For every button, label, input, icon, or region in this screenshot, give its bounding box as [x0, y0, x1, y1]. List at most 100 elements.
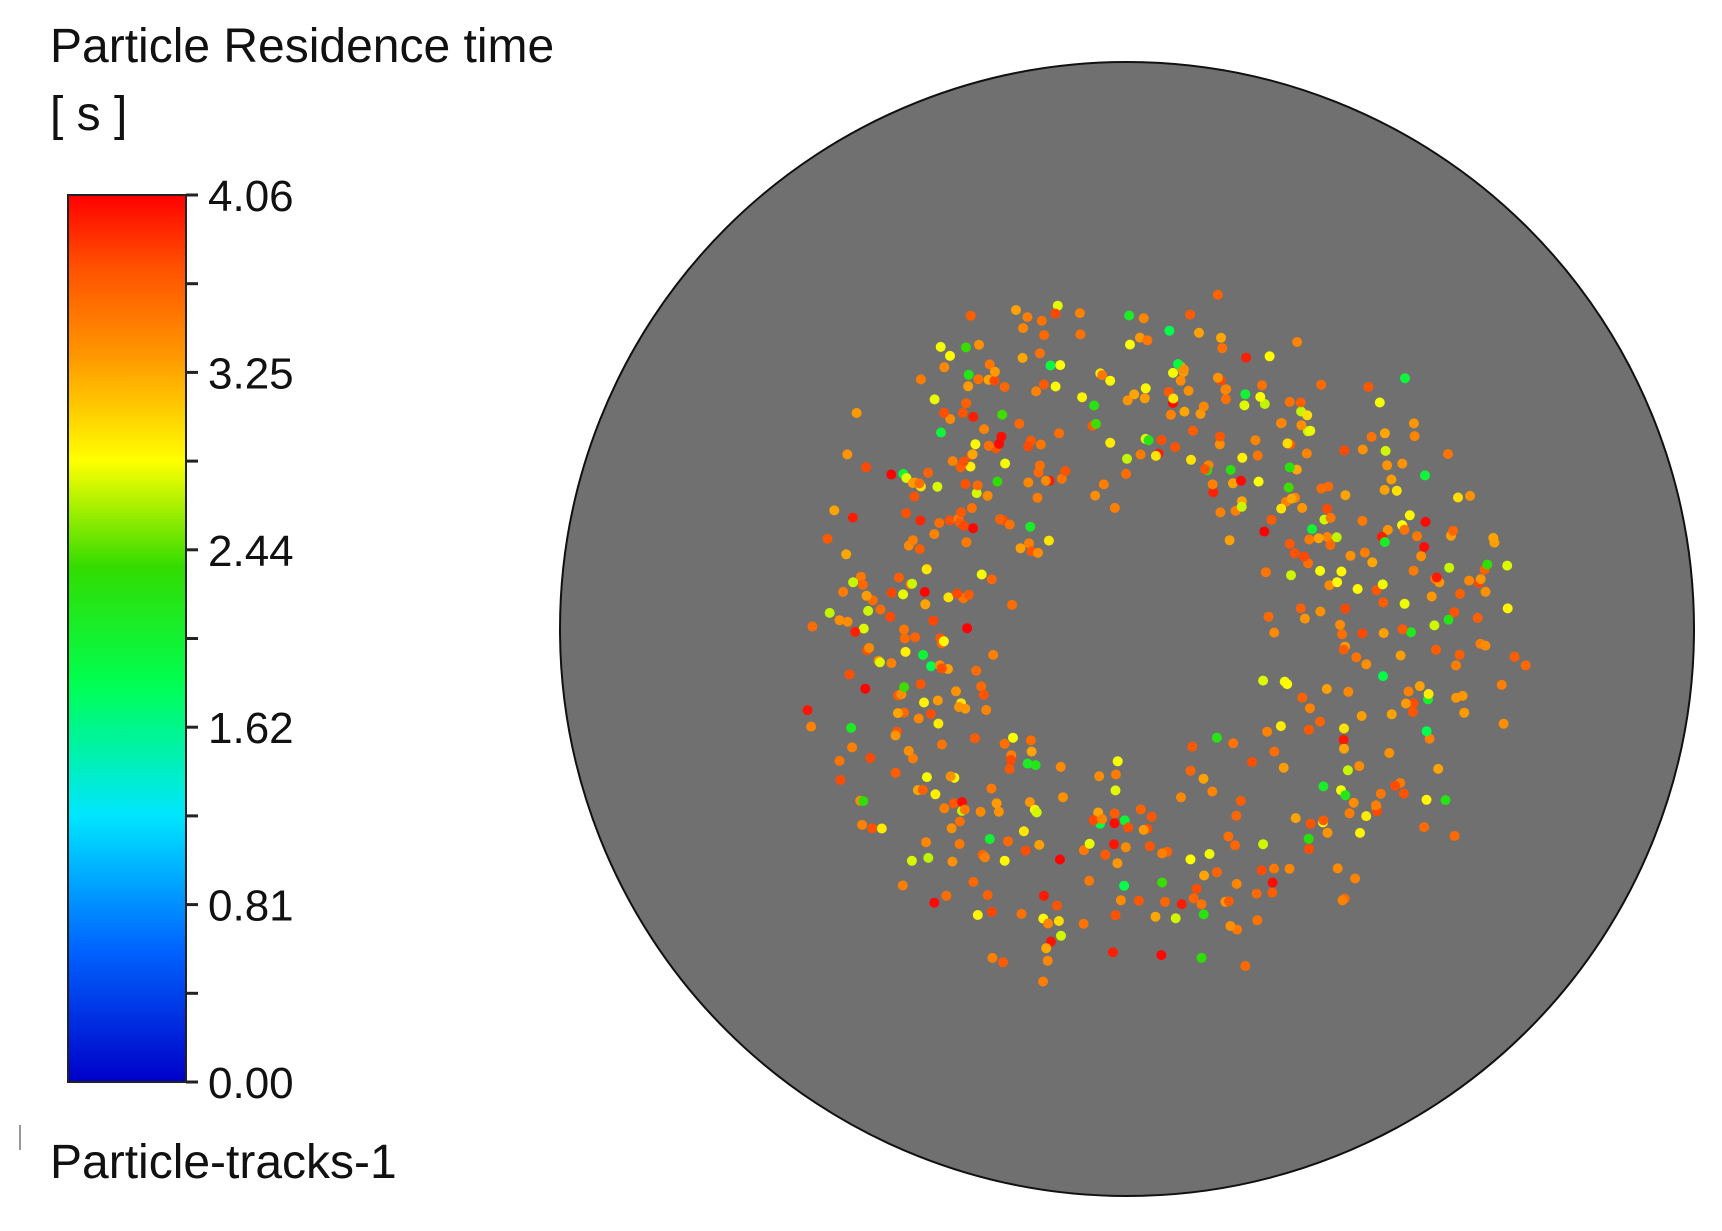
particle-point: [1220, 394, 1231, 405]
particle-point: [915, 515, 926, 526]
particle-point: [1379, 428, 1390, 439]
particle-point: [1440, 795, 1451, 806]
particle-point: [1084, 875, 1095, 886]
particle-point: [1295, 397, 1306, 408]
particle-point: [1107, 947, 1118, 958]
particle-point: [910, 632, 921, 643]
particle-point: [1259, 399, 1270, 409]
particle-point: [1253, 476, 1264, 487]
particle-point: [1267, 887, 1278, 898]
particle-point: [1011, 305, 1021, 315]
particle-point: [846, 722, 857, 733]
particle-point: [1284, 462, 1295, 473]
particle-point: [943, 592, 954, 603]
particle-point: [807, 621, 818, 632]
particle-point: [1276, 503, 1287, 514]
particle-point: [1160, 896, 1170, 907]
particle-point: [841, 549, 852, 560]
particle-point: [1299, 551, 1310, 562]
particle-point: [992, 476, 1003, 487]
particle-point: [1322, 532, 1333, 542]
particle-point: [1075, 329, 1086, 340]
particle-point: [1339, 445, 1350, 456]
particle-point: [935, 341, 946, 352]
particle-point: [1338, 644, 1349, 655]
particle-point: [1054, 428, 1065, 439]
particle-point: [1026, 746, 1037, 757]
particle-point: [987, 952, 998, 963]
particle-point: [1058, 792, 1068, 803]
particle-point: [1400, 373, 1410, 384]
particle-point: [1363, 381, 1374, 392]
particle-point: [834, 755, 845, 766]
particle-point: [1204, 849, 1215, 859]
particle-point: [1302, 410, 1313, 421]
particle-point: [1084, 838, 1095, 849]
particle-point: [1357, 628, 1368, 639]
particle-point: [986, 906, 997, 917]
particle-point: [914, 478, 925, 489]
particle-point: [1050, 381, 1061, 392]
particle-point: [1297, 692, 1308, 703]
particle-point: [991, 798, 1002, 809]
particle-point: [1335, 619, 1346, 630]
particle-point: [1023, 441, 1034, 452]
particle-point: [925, 708, 936, 719]
particle-point: [956, 507, 967, 518]
particle-point: [906, 855, 917, 866]
particle-point: [1315, 716, 1325, 727]
particle-point: [1480, 586, 1491, 597]
particle-point: [1354, 761, 1365, 772]
particle-point: [1100, 849, 1111, 860]
particle-point: [1097, 370, 1108, 381]
particle-point: [1259, 526, 1270, 537]
particle-point: [1038, 379, 1049, 390]
particle-point: [1344, 808, 1355, 819]
particle-point: [1284, 396, 1295, 407]
colorbar-gradient: [67, 194, 187, 1083]
particle-point: [1198, 773, 1209, 784]
particle-point: [858, 796, 869, 807]
particle-point: [1016, 908, 1027, 919]
particle-point: [1041, 475, 1051, 486]
particle-point: [914, 544, 925, 555]
particle-point: [1406, 627, 1416, 638]
particle-point: [1414, 681, 1425, 692]
particle-point: [1135, 449, 1146, 460]
particle-point: [1024, 797, 1035, 808]
particle-point: [1251, 888, 1262, 899]
particle-point: [1123, 822, 1134, 833]
particle-point: [1031, 386, 1042, 397]
particle-point: [994, 438, 1005, 449]
particle-point: [1366, 431, 1377, 442]
particle-point: [1482, 559, 1493, 570]
particle-point: [1286, 570, 1296, 581]
particle-point: [1199, 870, 1210, 881]
particle-point: [929, 897, 940, 908]
particle-point: [936, 739, 947, 750]
particle-point: [971, 488, 982, 499]
particle-point: [1421, 726, 1432, 737]
particle-point: [1170, 913, 1181, 924]
particle-point: [1263, 611, 1274, 622]
particle-point: [1007, 599, 1018, 610]
particle-point: [1144, 841, 1155, 852]
particle-point: [986, 783, 997, 794]
particle-point: [921, 772, 932, 783]
particle-point: [1264, 351, 1275, 362]
particle-point: [967, 449, 978, 460]
particle-point: [1039, 330, 1050, 341]
particle-point: [1176, 792, 1186, 803]
particle-point: [1038, 890, 1049, 901]
particle-point: [1004, 519, 1015, 530]
particle-point: [1156, 950, 1167, 961]
particle-point: [919, 697, 929, 708]
particle-point: [1322, 503, 1332, 514]
particle-point: [1269, 863, 1280, 874]
particle-point: [1225, 921, 1236, 931]
particle-point: [1034, 348, 1045, 359]
particle-point: [834, 615, 845, 626]
particle-point: [1240, 389, 1251, 400]
particle-point: [1433, 763, 1444, 774]
particle-point: [1135, 804, 1146, 815]
